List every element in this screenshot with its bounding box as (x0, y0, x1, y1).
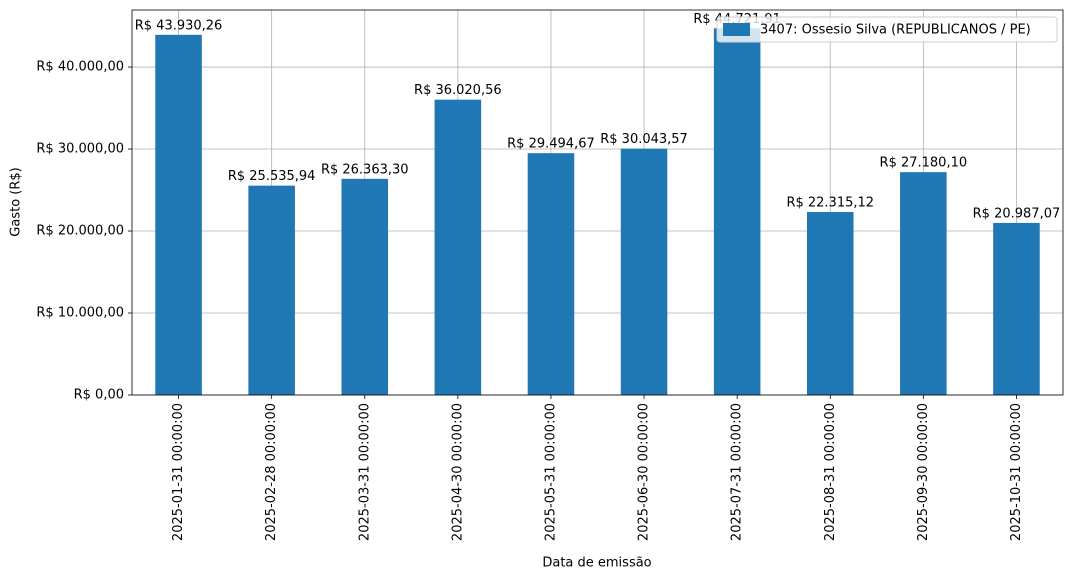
y-tick-label: R$ 10.000,00 (36, 306, 124, 321)
legend-frame (716, 16, 1058, 43)
data-label: R$ 43.930,26 (135, 18, 223, 33)
data-label: R$ 26.363,30 (321, 162, 409, 177)
legend: 3407: Ossesio Silva (REPUBLICANOS / PE) (716, 16, 1058, 43)
data-label: R$ 20.987,07 (973, 206, 1061, 221)
y-tick-label: R$ 30.000,00 (36, 142, 124, 157)
x-axis-label: Data de emissão (542, 556, 651, 571)
x-tick-label: 2025-07-31 00:00:00 (730, 403, 745, 541)
bar (248, 185, 295, 395)
x-tick-label: 2025-06-30 00:00:00 (637, 403, 652, 541)
y-tick-label: R$ 20.000,00 (36, 224, 124, 239)
x-tick-label: 2025-05-31 00:00:00 (543, 403, 558, 541)
bar (434, 99, 482, 395)
y-tick-label: R$ 0,00 (74, 388, 124, 403)
legend-label: 3407: Ossesio Silva (REPUBLICANOS / PE) (760, 23, 1031, 38)
x-tick-label: 2025-10-31 00:00:00 (1009, 403, 1024, 541)
x-tick-label: 2025-04-30 00:00:00 (450, 403, 465, 541)
bar (620, 148, 668, 395)
bar (155, 34, 202, 395)
plot-frame (131, 9, 1064, 396)
y-axis-label: Gasto (R$) (9, 167, 24, 236)
data-label: R$ 29.494,67 (507, 137, 595, 152)
x-tick-label: 2025-03-31 00:00:00 (357, 403, 372, 541)
bar (993, 222, 1040, 395)
x-tick-label: 2025-02-28 00:00:00 (264, 403, 279, 541)
bar (713, 28, 761, 396)
bar (527, 153, 575, 395)
bar (806, 212, 854, 395)
y-tick-label: R$ 40.000,00 (36, 60, 124, 75)
x-tick-label: 2025-01-31 00:00:00 (171, 403, 186, 541)
data-label: R$ 30.043,57 (600, 132, 688, 147)
legend-swatch (723, 23, 750, 36)
data-label: R$ 22.315,12 (786, 196, 874, 211)
data-label: R$ 25.535,94 (228, 169, 316, 184)
bar (900, 172, 947, 395)
data-label: R$ 27.180,10 (880, 156, 968, 171)
bar (341, 178, 389, 395)
x-tick-label: 2025-08-31 00:00:00 (823, 403, 838, 541)
data-label: R$ 36.020,56 (414, 83, 502, 98)
x-tick-label: 2025-09-30 00:00:00 (916, 403, 931, 541)
